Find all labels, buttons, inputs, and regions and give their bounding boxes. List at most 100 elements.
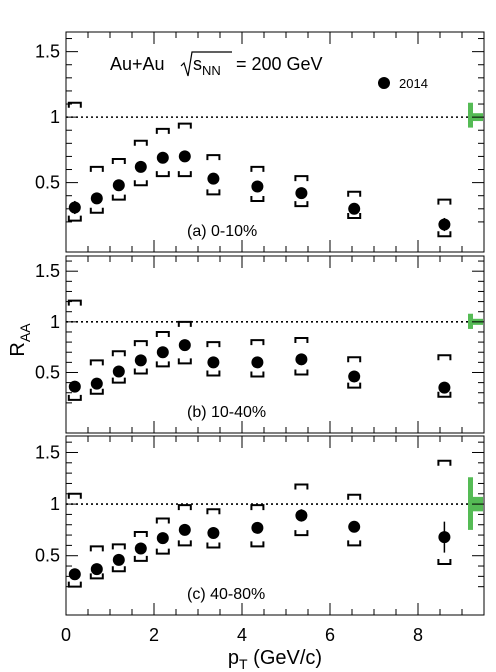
panel-plot-area	[66, 299, 483, 401]
data-point	[178, 339, 191, 352]
sys-bracket-low	[111, 377, 126, 384]
panel: 0.5 1 1.5 (b) 10-40%	[35, 255, 485, 434]
panel-frame	[65, 255, 485, 434]
panel-label: (c) 40-80%	[187, 586, 265, 603]
sys-bracket-high	[89, 359, 104, 366]
data-point	[348, 370, 361, 383]
x-axis-title: pT (GeV/c)	[228, 647, 322, 672]
sys-bracket-low	[111, 566, 126, 573]
legend: 2014	[378, 76, 428, 91]
sys-bracket-low	[250, 541, 265, 548]
x-tick-label: 6	[325, 625, 335, 645]
normalization-box-centrality	[468, 102, 473, 128]
panels-group: 0.5 1 1.5 (a) 0-10% 0.5 1 1.5 (b) 10-40% 0.5 1 1.5…	[35, 31, 485, 645]
sys-bracket-low	[250, 371, 265, 378]
data-point	[68, 201, 81, 214]
sys-bracket-high	[437, 354, 452, 361]
panel: 0.5 1 1.5 (a) 0-10%	[35, 31, 485, 253]
sys-bracket-high	[206, 508, 221, 515]
sys-bracket-high	[111, 158, 126, 165]
x-tick-label: 8	[413, 625, 423, 645]
panel-plot-area	[66, 101, 483, 238]
data-point	[90, 192, 103, 205]
y-tick-label: 1.5	[35, 42, 60, 62]
y-axis-title: RAA	[7, 323, 33, 357]
y-tick-label: 0.5	[35, 173, 60, 193]
data-point	[68, 568, 81, 581]
data-point	[112, 179, 125, 192]
data-point	[207, 527, 220, 539]
panel-frame	[65, 435, 485, 616]
sys-bracket-high	[67, 299, 82, 306]
sys-bracket-low	[437, 231, 452, 238]
data-point	[68, 380, 81, 393]
data-point	[251, 521, 264, 534]
sys-bracket-high	[177, 320, 192, 327]
data-point	[295, 509, 308, 522]
sys-bracket-high	[111, 543, 126, 550]
sys-bracket-high	[437, 459, 452, 466]
y-tick-label: 1.5	[35, 261, 60, 281]
y-tick-label: 0.5	[35, 546, 60, 566]
sys-bracket-high	[89, 545, 104, 552]
sys-bracket-low	[347, 212, 362, 219]
sys-bracket-high	[155, 330, 170, 337]
sys-bracket-low	[67, 581, 82, 588]
data-point	[134, 160, 147, 173]
x-tick-label: 2	[149, 625, 159, 645]
data-point	[134, 354, 147, 367]
panel-plot-area	[66, 459, 483, 588]
data-point	[112, 553, 125, 566]
sys-bracket-low	[177, 171, 192, 178]
sys-bracket-high	[133, 139, 148, 146]
x-tick-label: 0	[61, 625, 71, 645]
sys-bracket-high	[111, 350, 126, 357]
data-point	[438, 381, 451, 394]
sys-bracket-low	[437, 558, 452, 565]
data-point	[90, 563, 103, 576]
data-point	[207, 356, 220, 369]
data-point	[178, 150, 191, 163]
sys-bracket-low	[294, 369, 309, 376]
sys-bracket-high	[89, 165, 104, 172]
sys-bracket-low	[177, 540, 192, 547]
normalization-box-centrality	[468, 313, 473, 329]
sys-bracket-low	[155, 361, 170, 368]
data-point	[90, 377, 103, 390]
sys-bracket-low	[177, 358, 192, 365]
panel-frame	[65, 31, 485, 253]
sys-bracket-low	[437, 391, 452, 398]
data-point	[134, 542, 147, 555]
sys-bracket-low	[155, 171, 170, 178]
sys-bracket-high	[347, 190, 362, 197]
y-tick-label: 1.5	[35, 442, 60, 462]
sys-bracket-high	[347, 493, 362, 500]
data-point	[156, 532, 169, 545]
sys-bracket-low	[294, 201, 309, 208]
sys-bracket-low	[67, 394, 82, 401]
y-tick-label: 0.5	[35, 362, 60, 382]
sqrt-sign	[180, 51, 232, 77]
sys-bracket-low	[89, 573, 104, 580]
data-point	[295, 187, 308, 200]
sys-bracket-high	[437, 198, 452, 205]
sys-bracket-low	[206, 189, 221, 196]
sys-bracket-high	[67, 101, 82, 108]
sys-bracket-high	[155, 127, 170, 134]
data-point	[251, 356, 264, 369]
data-point	[251, 180, 264, 193]
data-point	[438, 531, 451, 544]
svg-text:Au+Au: Au+Au	[110, 54, 165, 74]
sys-bracket-low	[347, 540, 362, 547]
data-point	[348, 202, 361, 215]
sys-bracket-low	[111, 194, 126, 201]
data-point	[438, 218, 451, 231]
svg-text:sNN: sNN	[193, 54, 221, 78]
sys-bracket-high	[206, 154, 221, 161]
sys-bracket-low	[347, 382, 362, 389]
sys-bracket-high	[155, 517, 170, 524]
sys-bracket-high	[294, 337, 309, 344]
sys-bracket-high	[250, 504, 265, 511]
sys-bracket-high	[250, 165, 265, 172]
